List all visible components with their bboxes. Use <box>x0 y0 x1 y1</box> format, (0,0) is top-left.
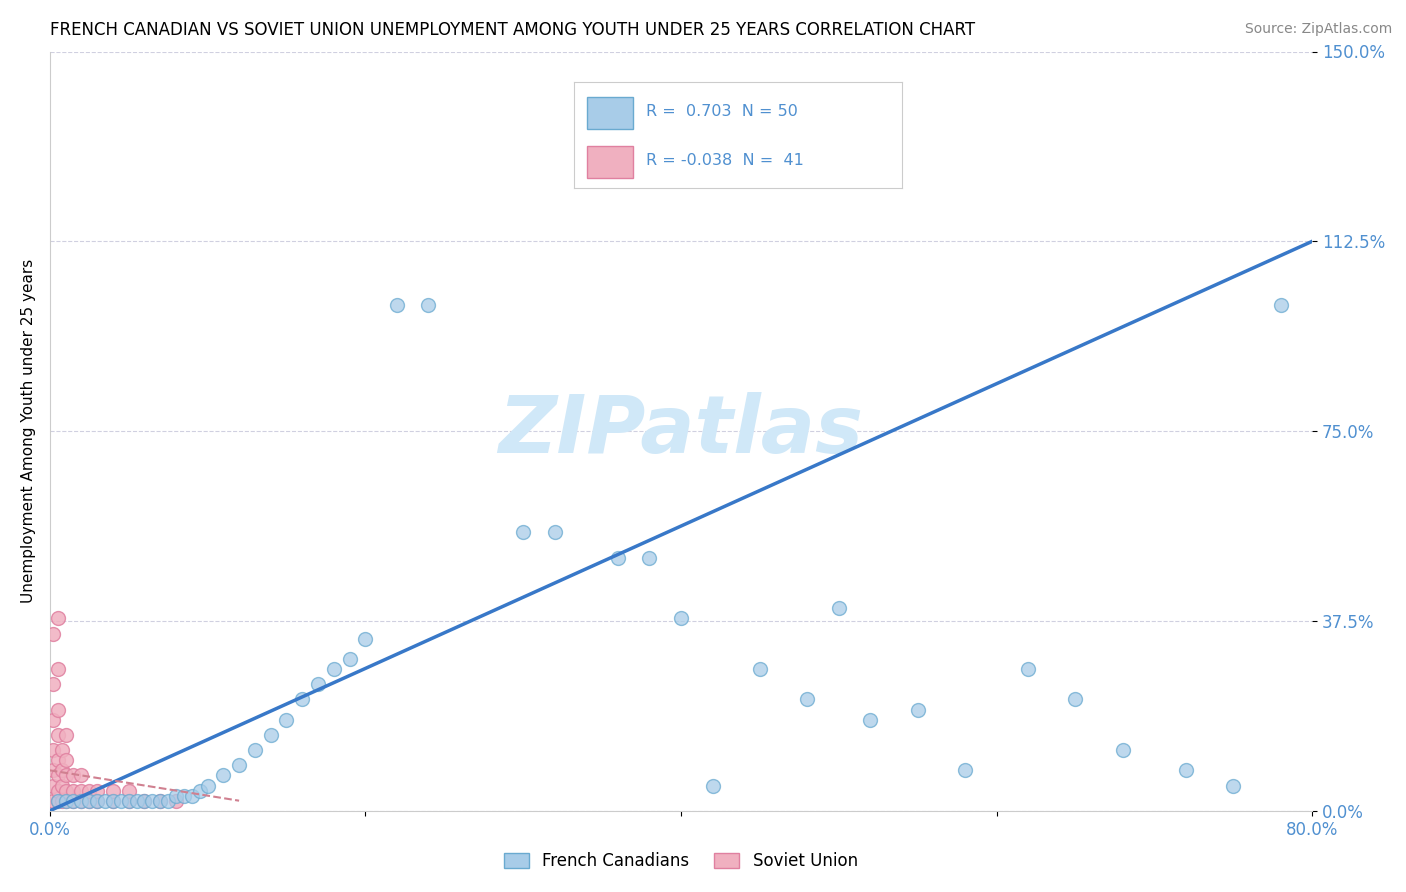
Point <box>46 783 69 797</box>
Point <box>702 779 724 793</box>
Point <box>1270 297 1292 311</box>
Point <box>55 753 77 767</box>
Point <box>259 728 281 742</box>
Point <box>62 768 84 782</box>
Point <box>62 783 84 797</box>
Point <box>42 794 65 808</box>
Point <box>46 794 69 808</box>
Point <box>46 611 69 625</box>
Point <box>86 794 108 808</box>
Point <box>638 550 661 565</box>
Legend: French Canadians, Soviet Union: French Canadians, Soviet Union <box>496 844 866 879</box>
Point <box>70 794 93 808</box>
Point <box>907 702 929 716</box>
Point <box>110 794 132 808</box>
Point <box>46 794 69 808</box>
Point <box>953 764 976 778</box>
Point <box>322 662 344 676</box>
Point <box>94 794 117 808</box>
Point <box>385 297 408 311</box>
Point <box>157 794 180 808</box>
Point <box>101 783 124 797</box>
Point <box>70 794 93 808</box>
Point <box>291 692 314 706</box>
Point <box>165 789 187 803</box>
Point <box>1222 779 1244 793</box>
Point <box>354 632 377 646</box>
Point <box>42 779 65 793</box>
Point <box>828 601 851 615</box>
Point <box>134 794 156 808</box>
Point <box>51 743 73 757</box>
Point <box>117 794 139 808</box>
Point <box>512 525 534 540</box>
Point <box>859 713 882 727</box>
Point <box>86 794 108 808</box>
Point <box>276 713 298 727</box>
Point <box>1112 743 1135 757</box>
Point <box>42 626 65 640</box>
Point <box>101 794 124 808</box>
Point <box>42 677 65 691</box>
Point <box>1174 764 1197 778</box>
Text: FRENCH CANADIAN VS SOVIET UNION UNEMPLOYMENT AMONG YOUTH UNDER 25 YEARS CORRELAT: FRENCH CANADIAN VS SOVIET UNION UNEMPLOY… <box>49 21 974 39</box>
Point <box>141 794 163 808</box>
Point <box>1064 692 1087 706</box>
Point <box>173 789 195 803</box>
Point <box>42 713 65 727</box>
Point <box>188 783 211 797</box>
Point <box>149 794 172 808</box>
Point <box>55 768 77 782</box>
Point <box>307 677 329 691</box>
Point <box>55 794 77 808</box>
Point <box>70 783 93 797</box>
Point <box>117 794 139 808</box>
Point <box>125 794 148 808</box>
Y-axis label: Unemployment Among Youth under 25 years: Unemployment Among Youth under 25 years <box>21 259 35 603</box>
Point <box>77 794 100 808</box>
Point <box>117 783 139 797</box>
Point <box>228 758 250 772</box>
Point <box>62 794 84 808</box>
Point <box>46 728 69 742</box>
Point <box>796 692 818 706</box>
Point <box>51 764 73 778</box>
Point <box>70 768 93 782</box>
Point <box>544 525 567 540</box>
Point <box>101 794 124 808</box>
Text: Source: ZipAtlas.com: Source: ZipAtlas.com <box>1244 22 1392 37</box>
Point <box>51 794 73 808</box>
Point <box>669 611 692 625</box>
Point <box>77 794 100 808</box>
Point <box>86 783 108 797</box>
Point <box>62 794 84 808</box>
Point <box>748 662 770 676</box>
Point <box>339 652 361 666</box>
Point <box>197 779 219 793</box>
Text: ZIPatlas: ZIPatlas <box>499 392 863 470</box>
Point <box>51 779 73 793</box>
Point <box>149 794 172 808</box>
Point <box>46 702 69 716</box>
Point <box>55 728 77 742</box>
Point <box>55 794 77 808</box>
Point <box>42 764 65 778</box>
Point <box>606 550 628 565</box>
Point <box>1017 662 1039 676</box>
Point <box>243 743 266 757</box>
Point <box>46 662 69 676</box>
Point <box>418 297 440 311</box>
Point <box>55 783 77 797</box>
Point <box>46 768 69 782</box>
Point <box>42 743 65 757</box>
Point <box>46 753 69 767</box>
Point <box>134 794 156 808</box>
Point <box>212 768 235 782</box>
Point <box>180 789 202 803</box>
Point <box>165 794 187 808</box>
Point <box>77 783 100 797</box>
